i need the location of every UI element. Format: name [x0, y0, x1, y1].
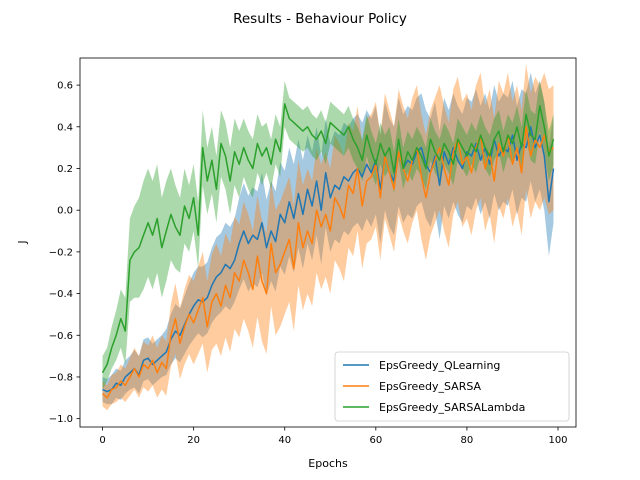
y-tick-label: 0.2: [57, 164, 73, 175]
y-tick-label: 0.0: [57, 206, 73, 217]
legend: EpsGreedy_QLearning EpsGreedy_SARSA EpsGre…: [334, 351, 570, 422]
y-tick-label: −0.4: [49, 289, 73, 300]
x-tick-label: 20: [187, 435, 200, 446]
x-axis-ticks: 0 20 40 60 80 100: [99, 427, 568, 446]
chart-title: Results - Behaviour Policy: [233, 11, 407, 27]
legend-label-1: EpsGreedy_SARSA: [379, 380, 482, 393]
x-tick-label: 0: [99, 435, 105, 446]
legend-label-0: EpsGreedy_QLearning: [379, 359, 500, 372]
series-line-2: [101, 103, 555, 374]
y-tick-label: 0.4: [57, 122, 73, 133]
x-tick-label: 80: [461, 435, 474, 446]
y-tick-label: −0.2: [49, 247, 73, 258]
y-axis-ticks: −1.0 −0.8 −0.6 −0.4 −0.2 0.0 0.2 0.4 0.6: [49, 81, 80, 425]
plot-frame: [79, 57, 577, 428]
x-tick-label: 100: [548, 435, 567, 446]
series-lines: [101, 103, 555, 399]
legend-label-2: EpsGreedy_SARSALambda: [379, 401, 525, 414]
legend-box: [334, 351, 570, 422]
y-tick-label: −0.6: [49, 331, 73, 342]
y-axis-label: J: [16, 240, 29, 244]
x-tick-label: 60: [369, 435, 382, 446]
y-tick-label: −1.0: [49, 414, 73, 425]
y-tick-label: 0.6: [57, 81, 73, 92]
y-tick-label: −0.8: [49, 372, 73, 383]
x-tick-label: 40: [278, 435, 291, 446]
x-axis-label: Epochs: [308, 457, 348, 470]
